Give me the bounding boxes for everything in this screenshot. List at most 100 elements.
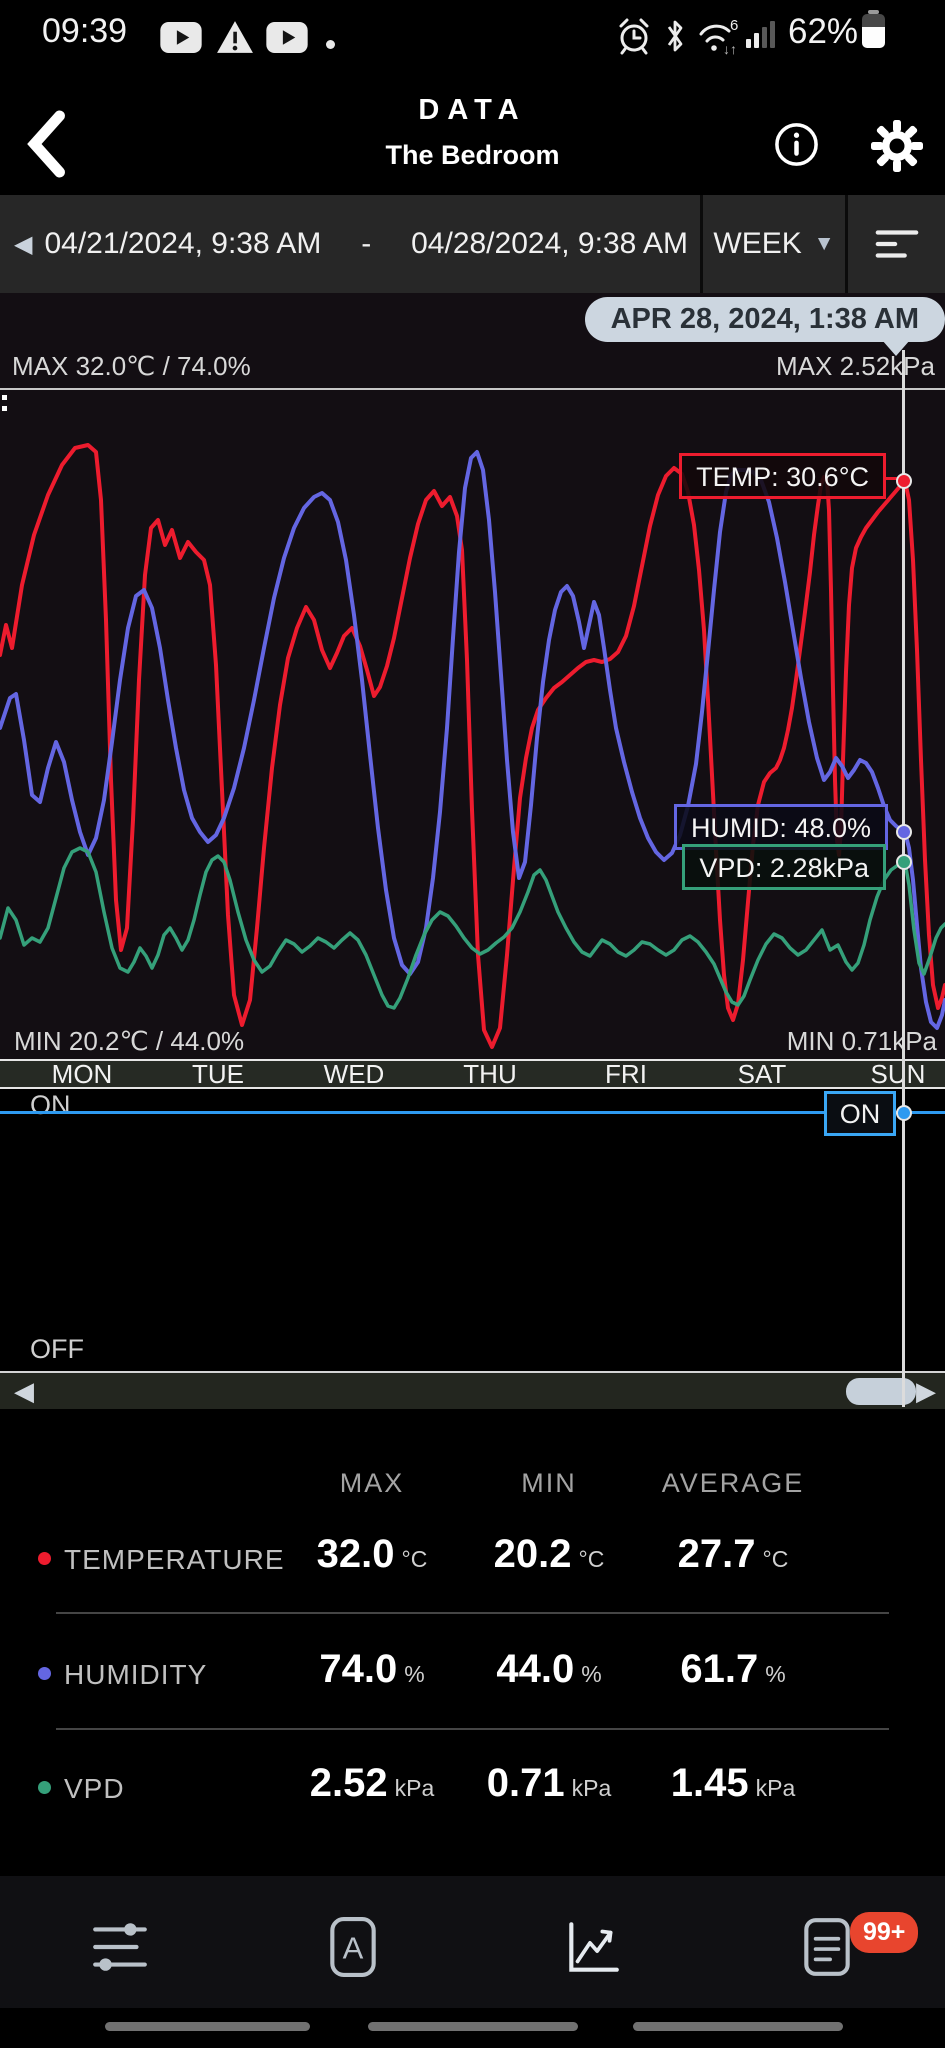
range-mode-value: WEEK: [713, 227, 802, 260]
temperature-average: 27.7 °C: [677, 1532, 789, 1576]
temperature-cursor-dot: [896, 473, 912, 489]
temperature-connector-line: [886, 477, 902, 480]
day-axis: MON TUE WED THU FRI SAT SUN: [0, 1059, 945, 1089]
system-nav-bar-right[interactable]: [633, 2022, 843, 2031]
chart-options-button[interactable]: [848, 195, 945, 293]
vpd-min: 0.71 kPa: [486, 1761, 612, 1805]
tooltip-pointer: [882, 340, 910, 356]
min-temp-humidity-label: MIN 20.2℃ / 44.0%: [14, 1026, 245, 1056]
divider: [56, 1612, 889, 1614]
tab-notifications-log-icon[interactable]: [796, 1916, 858, 1978]
system-nav-bar-left[interactable]: [105, 2022, 310, 2031]
svg-text:6: 6: [730, 17, 738, 34]
warning-notification-icon: [217, 21, 253, 53]
scrollbar-thumb[interactable]: [846, 1378, 916, 1405]
temperature-legend-dot: [38, 1552, 51, 1565]
range-separator: -: [361, 227, 372, 260]
back-button[interactable]: [24, 110, 68, 178]
sensor-chart[interactable]: MAX 32.0℃ / 74.0% MAX 2.52kPa MIN 20.2℃ …: [0, 293, 945, 1059]
on-axis-label: ON: [30, 1090, 71, 1120]
device-state-badge: ON: [824, 1091, 896, 1136]
play-notification-icon: [160, 22, 202, 53]
row-label: VPD: [64, 1773, 125, 1804]
day-label-sat: SAT: [737, 1059, 787, 1089]
day-label-mon: MON: [51, 1059, 113, 1089]
cursor-datetime-tooltip: APR 28, 2024, 1:38 AM: [584, 297, 945, 342]
humidity-max: 74.0%: [319, 1647, 425, 1691]
chart-top-gridline: [0, 388, 945, 390]
range-start-date: 04/21/2024, 9:38 AM: [44, 227, 322, 260]
date-range-picker[interactable]: ◀ 04/21/2024, 9:38 AM - 04/28/2024, 9:38…: [0, 195, 700, 293]
bottom-nav: A 99+: [0, 1876, 945, 2008]
tab-data-chart-icon[interactable]: [561, 1916, 623, 1978]
temperature-max: 32.0 °C: [316, 1532, 428, 1576]
page-title: DATA: [418, 94, 527, 126]
system-nav-bar-center[interactable]: [368, 2022, 578, 2031]
alarm-icon: [619, 18, 649, 55]
clock-time: 09:39: [42, 12, 128, 50]
vpd-value-box: VPD: 2.28kPa: [682, 844, 886, 890]
humidity-legend-dot: [38, 1667, 51, 1680]
chart-scrollbar[interactable]: ◀ ▶: [0, 1373, 945, 1409]
notification-count-badge: 99+: [850, 1912, 919, 1953]
settings-gear-button[interactable]: [871, 120, 923, 172]
range-mode-dropdown[interactable]: WEEK ▼: [703, 195, 845, 293]
max-temp-humidity-label: MAX 32.0℃ / 74.0%: [12, 351, 251, 381]
col-header-max: MAX: [339, 1468, 405, 1498]
battery-percentage: 62%: [788, 12, 859, 51]
signal-strength-icon: [746, 21, 776, 48]
row-label: HUMIDITY: [64, 1659, 208, 1690]
min-vpd-label: MIN 0.71kPa: [786, 1026, 937, 1056]
divider: [56, 1728, 889, 1730]
day-label-tue: TUE: [192, 1059, 244, 1089]
chevron-down-icon: ▼: [813, 232, 835, 255]
tab-controller-icon[interactable]: A: [322, 1916, 384, 1978]
system-nav-strip: [0, 2008, 945, 2048]
chart-cursor-line[interactable]: [902, 350, 905, 1407]
divider: [700, 195, 703, 293]
notification-dot-icon: [326, 40, 335, 49]
divider: [845, 195, 848, 293]
temperature-min: 20.2 °C: [493, 1532, 605, 1576]
vpd-average: 1.45 kPa: [670, 1761, 796, 1805]
col-header-min: MIN: [521, 1468, 577, 1498]
temperature-value-box: TEMP: 30.6°C: [679, 453, 886, 499]
day-label-sun: SUN: [870, 1059, 926, 1089]
range-end-date: 04/28/2024, 9:38 AM: [411, 227, 688, 260]
chart-min-labels: MIN 20.2℃ / 44.0% MIN 0.71kPa: [0, 1026, 945, 1057]
day-label-thu: THU: [463, 1059, 517, 1089]
play-notification-icon-2: [266, 22, 308, 53]
max-vpd-label: MAX 2.52kPa: [776, 351, 935, 381]
date-range-bar: ◀ 04/21/2024, 9:38 AM - 04/28/2024, 9:38…: [0, 195, 945, 293]
chart-lines: [0, 443, 945, 1049]
row-label: TEMPERATURE: [64, 1544, 285, 1575]
filter-lines-icon: [875, 230, 918, 258]
vpd-max: 2.52 kPa: [309, 1761, 435, 1805]
wifi-6-icon: 6 ↓↑: [699, 17, 738, 57]
day-label-wed: WED: [323, 1059, 385, 1089]
humidity-min: 44.0%: [496, 1647, 602, 1691]
previous-range-icon[interactable]: ◀: [14, 230, 33, 258]
day-label-fri: FRI: [605, 1059, 647, 1089]
humidity-average: 61.7%: [680, 1647, 786, 1691]
info-button[interactable]: [773, 121, 820, 168]
scroll-left-icon[interactable]: ◀: [14, 1376, 34, 1406]
svg-text:↓↑: ↓↑: [723, 41, 737, 57]
svg-text:A: A: [343, 1930, 364, 1965]
device-cursor-dot: [896, 1105, 912, 1121]
bluetooth-icon: [667, 20, 683, 52]
battery-icon: [862, 10, 885, 48]
device-name: The Bedroom: [385, 140, 560, 170]
tab-controls-sliders-icon[interactable]: [89, 1916, 151, 1978]
chart-max-labels: MAX 32.0℃ / 74.0% MAX 2.52kPa: [0, 351, 945, 382]
track-bottom-line: [0, 1371, 945, 1373]
humidity-cursor-dot: [896, 824, 912, 840]
vpd-legend-dot: [38, 1781, 51, 1794]
vpd-cursor-dot: [896, 854, 912, 870]
humidity-value-box: HUMID: 48.0%: [673, 804, 888, 850]
scroll-right-icon[interactable]: ▶: [916, 1376, 936, 1406]
device-on-line: [0, 1111, 945, 1114]
col-header-average: AVERAGE: [661, 1468, 805, 1498]
off-axis-label: OFF: [30, 1334, 84, 1364]
